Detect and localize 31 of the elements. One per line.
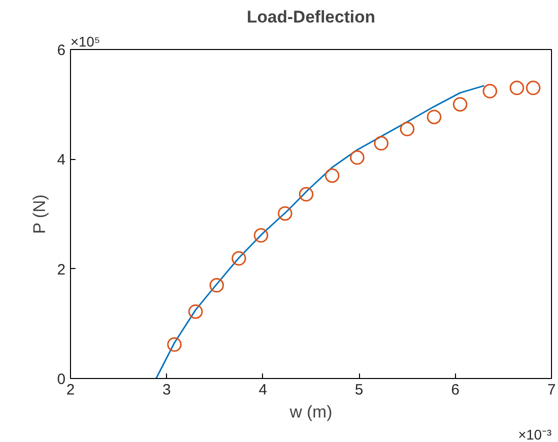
point <box>278 206 292 221</box>
chart-title: Load-Deflection <box>246 8 376 26</box>
text: ×10⁵ <box>70 34 100 50</box>
x-tick-label: 4 <box>258 382 268 398</box>
point <box>482 84 498 98</box>
point <box>209 278 224 293</box>
x-axis-title: w (m) <box>288 402 332 422</box>
point <box>350 150 364 165</box>
line-series <box>155 84 485 378</box>
point <box>324 168 340 183</box>
point <box>298 187 314 202</box>
y-tick-label: 4 <box>57 152 66 169</box>
y-tick-label: 0 <box>57 371 66 388</box>
point <box>452 97 468 112</box>
x-tick-label: 7 <box>547 382 556 398</box>
point <box>510 80 524 96</box>
point <box>426 110 442 124</box>
y-tick-label: 6 <box>57 42 66 59</box>
point <box>254 228 268 243</box>
text: ×10⁻³ <box>518 426 552 442</box>
point <box>374 136 388 150</box>
point <box>400 122 414 136</box>
y-tick-label: 2 <box>57 261 66 278</box>
point <box>526 80 540 96</box>
x-tick-label: 5 <box>354 382 364 398</box>
x-tick-label: 6 <box>451 382 460 398</box>
y-axis-title: P (N) <box>30 194 50 234</box>
point <box>167 337 182 352</box>
point <box>232 251 246 266</box>
point <box>188 304 203 319</box>
x-tick-label: 3 <box>162 382 171 398</box>
